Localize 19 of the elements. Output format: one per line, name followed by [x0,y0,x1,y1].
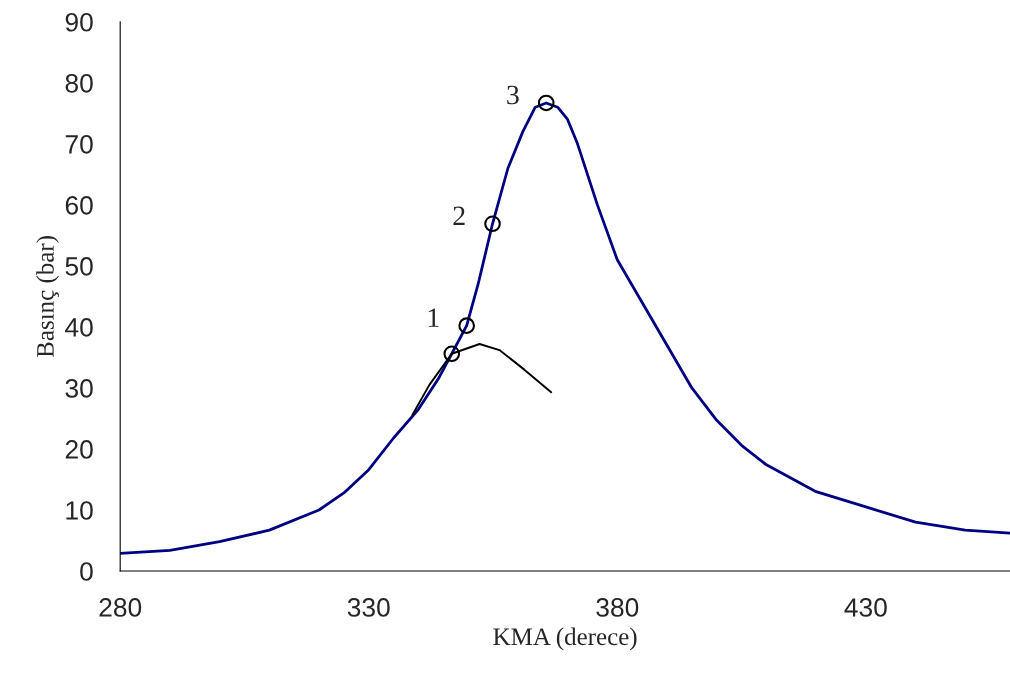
annotation: 2 [453,206,465,225]
x-tick-label: 280 [99,598,142,617]
y-tick-label: 40 [65,318,93,337]
y-tick-label: 80 [65,73,93,93]
y-axis-title: Basınç (bar) [36,236,59,358]
y-tick-label: 0 [80,562,93,581]
y-tick-label: 20 [65,440,93,459]
y-tick-label: 30 [65,379,93,398]
annotation: 1 [428,308,439,327]
annotation: 3 [507,85,519,105]
x-tick-label: 380 [596,598,639,617]
y-tick-label: 70 [65,134,93,154]
y-tick-label: 10 [66,501,93,520]
y-tick-label: 60 [65,196,93,215]
y-tick-label: 50 [65,257,93,276]
x-axis-title: KMA (derece) [493,627,637,651]
x-tick-label: 430 [844,598,887,617]
x-tick-label: 330 [347,598,390,617]
y-tick-label: 90 [65,12,93,32]
